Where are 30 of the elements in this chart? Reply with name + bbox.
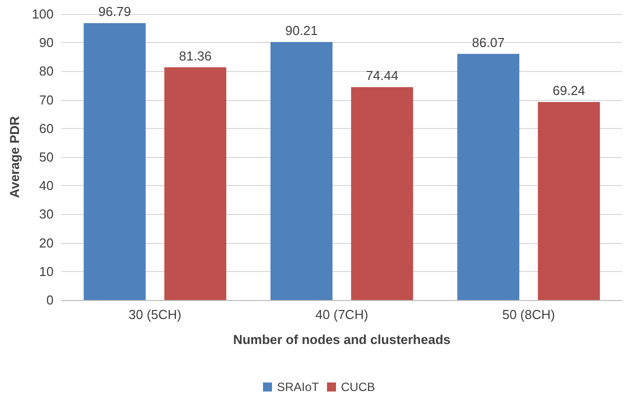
data-label: 74.44 bbox=[366, 68, 398, 84]
y-tick-label: 40 bbox=[39, 178, 54, 194]
bar bbox=[164, 67, 226, 300]
data-label: 81.36 bbox=[179, 48, 212, 64]
y-tick-label: 50 bbox=[39, 150, 54, 164]
x-axis-title: Number of nodes and clusterheads bbox=[233, 332, 451, 347]
y-tick-label: 60 bbox=[39, 120, 54, 136]
legend-label: CUCB bbox=[341, 380, 376, 394]
bar bbox=[351, 87, 414, 300]
bar bbox=[538, 102, 600, 300]
y-tick-label: 100 bbox=[32, 6, 54, 22]
y-tick-label: 70 bbox=[39, 92, 54, 108]
data-label: 86.07 bbox=[472, 34, 505, 50]
bar bbox=[270, 42, 332, 300]
y-tick-label: 20 bbox=[39, 235, 54, 250]
bar bbox=[84, 23, 146, 300]
y-tick-label: 80 bbox=[39, 64, 54, 79]
data-label: 90.21 bbox=[285, 23, 318, 38]
y-tick-label: 30 bbox=[39, 206, 54, 222]
legend-label: SRAIoT bbox=[276, 380, 320, 394]
y-axis-title: Average PDR bbox=[7, 115, 22, 198]
x-tick-label: 40 (7CH) bbox=[315, 307, 368, 322]
y-tick-label: 0 bbox=[46, 292, 54, 308]
data-label: 96.79 bbox=[98, 4, 131, 20]
y-tick-label: 90 bbox=[39, 35, 54, 50]
x-tick-label: 50 (8CH) bbox=[502, 307, 555, 322]
y-tick-label: 10 bbox=[39, 264, 54, 279]
data-label: 69.24 bbox=[552, 82, 586, 98]
x-tick-label: 30 (5CH) bbox=[128, 307, 182, 322]
bar bbox=[457, 54, 520, 300]
